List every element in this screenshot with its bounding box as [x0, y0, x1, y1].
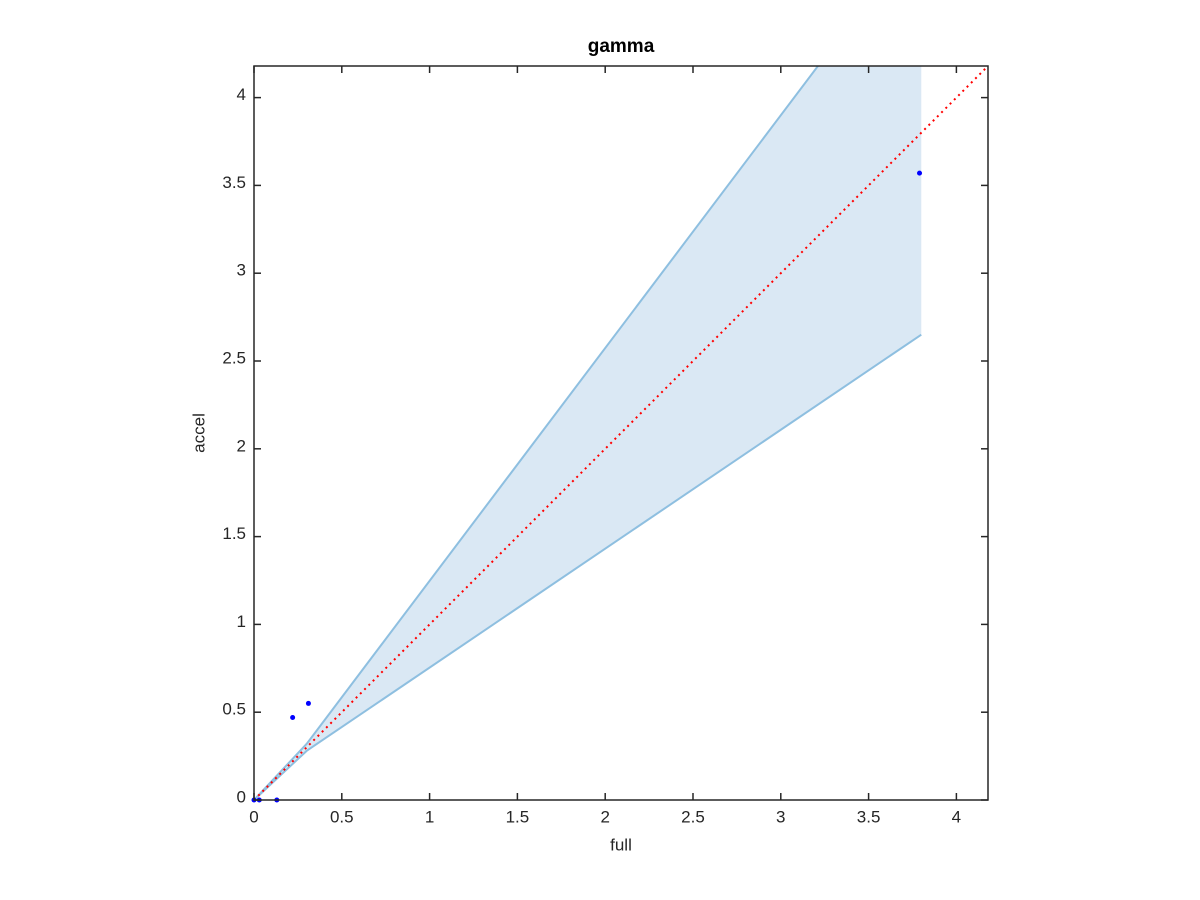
- x-tick-label: 1: [425, 807, 434, 826]
- x-tick-label: 1.5: [506, 807, 530, 826]
- x-tick-label: 0.5: [330, 807, 354, 826]
- data-point: [917, 170, 923, 176]
- y-tick-label: 1.5: [222, 524, 246, 543]
- y-tick-label: 0: [237, 787, 246, 806]
- y-tick-label: 0.5: [222, 700, 246, 719]
- x-tick-label: 2: [600, 807, 609, 826]
- x-tick-label: 0: [249, 807, 258, 826]
- y-tick-label: 4: [237, 85, 246, 104]
- x-tick-label: 2.5: [681, 807, 705, 826]
- data-point: [305, 700, 311, 706]
- y-tick-label: 3: [237, 261, 246, 280]
- plot-area: [254, 66, 988, 800]
- axes-box: [253, 65, 989, 801]
- chart-title: gamma: [588, 36, 655, 57]
- x-tick-label: 3.5: [857, 807, 881, 826]
- y-tick-label: 2: [237, 436, 246, 455]
- y-tick-label: 2.5: [222, 348, 246, 367]
- reference-line: [254, 66, 988, 800]
- x-tick-label: 4: [952, 807, 961, 826]
- y-axis-label: accel: [189, 413, 208, 453]
- y-tick-label: 3.5: [222, 173, 246, 192]
- data-point: [290, 714, 296, 720]
- x-axis-label: full: [610, 835, 632, 854]
- y-tick-label: 1: [237, 612, 246, 631]
- confidence-band: [254, 66, 922, 800]
- x-tick-label: 3: [776, 807, 785, 826]
